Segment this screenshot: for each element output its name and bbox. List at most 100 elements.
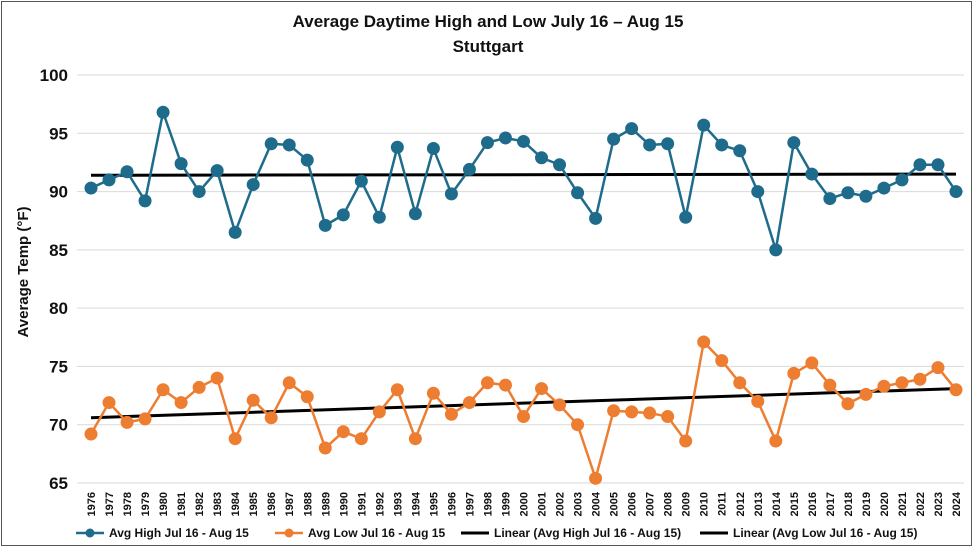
y-tick-label: 65	[49, 474, 68, 493]
data-point	[805, 356, 819, 370]
x-tick-label: 2015	[789, 492, 801, 516]
data-point	[823, 378, 837, 392]
data-point	[336, 425, 350, 439]
data-point	[498, 131, 512, 145]
x-tick-label: 2020	[879, 492, 891, 516]
x-tick-label: 1987	[284, 492, 296, 516]
x-tick-label: 1985	[248, 492, 260, 516]
gridlines	[77, 74, 964, 484]
y-axis-ticks: 65 70 75 80 85 90 95 100	[40, 66, 68, 493]
x-tick-label: 1995	[428, 492, 440, 516]
chart-title: Average Daytime High and Low July 16 – A…	[293, 12, 684, 31]
x-tick-label: 2009	[681, 492, 693, 516]
legend-swatch-marker	[85, 528, 95, 538]
x-tick-label: 2013	[753, 492, 765, 516]
data-point	[769, 434, 783, 448]
data-point	[264, 411, 278, 425]
data-point	[138, 194, 152, 208]
data-point	[733, 144, 747, 158]
data-point	[895, 173, 909, 187]
data-point	[661, 137, 675, 151]
data-point	[246, 393, 260, 407]
x-tick-label: 2011	[717, 492, 729, 516]
data-point	[408, 207, 422, 221]
x-tick-label: 2002	[555, 492, 567, 516]
data-point	[607, 404, 621, 418]
data-point	[949, 383, 963, 397]
data-point	[282, 138, 296, 152]
data-point	[372, 405, 386, 419]
data-point	[282, 376, 296, 390]
x-tick-label: 2024	[951, 491, 963, 516]
y-tick-label: 95	[49, 124, 68, 143]
data-point	[336, 208, 350, 222]
data-point	[300, 153, 314, 167]
data-point	[535, 382, 549, 396]
data-point	[102, 396, 116, 410]
x-tick-label: 2021	[897, 492, 909, 516]
data-point	[102, 173, 116, 187]
data-point	[480, 136, 494, 150]
data-point	[354, 432, 368, 446]
x-tick-label: 1997	[464, 492, 476, 516]
x-tick-label: 1999	[500, 492, 512, 516]
data-point	[643, 138, 657, 152]
data-point	[643, 406, 657, 420]
series-layer	[84, 105, 963, 485]
x-tick-label: 1983	[212, 492, 224, 516]
chart-subtitle: Stuttgart	[453, 37, 524, 56]
x-tick-label: 1988	[302, 492, 314, 516]
data-point	[517, 134, 530, 148]
x-tick-label: 1980	[158, 492, 170, 516]
data-point	[390, 140, 404, 154]
data-point	[553, 158, 567, 172]
data-point	[84, 427, 98, 441]
y-tick-label: 85	[49, 241, 68, 260]
data-point	[192, 380, 206, 394]
x-tick-label: 2000	[519, 492, 531, 516]
data-point	[498, 378, 512, 392]
data-point	[859, 387, 873, 401]
data-point	[174, 396, 188, 410]
data-point	[697, 335, 711, 349]
x-axis-ticks: 1976 1977 1978 1979 1980 1981 1982 1983 1984 1985…	[86, 491, 963, 516]
data-point	[805, 167, 819, 181]
x-tick-label: 2012	[735, 492, 747, 516]
data-point	[571, 186, 585, 200]
x-tick-label: 2004	[591, 491, 603, 516]
data-point	[390, 383, 404, 397]
x-tick-label: 1979	[140, 492, 152, 516]
y-tick-label: 70	[49, 416, 68, 435]
data-point	[462, 162, 476, 176]
legend-label: Avg Low Jul 16 - Aug 15	[308, 526, 445, 540]
data-point	[823, 192, 837, 206]
data-point	[120, 415, 134, 429]
data-point	[733, 376, 747, 390]
data-point	[877, 181, 891, 195]
data-point	[715, 354, 729, 368]
x-tick-label: 1998	[482, 492, 494, 516]
data-point	[913, 372, 927, 386]
data-point	[625, 122, 639, 136]
x-tick-label: 1976	[86, 492, 98, 516]
data-point	[426, 141, 440, 155]
data-point	[607, 132, 621, 146]
x-tick-label: 2010	[699, 492, 711, 516]
data-point	[354, 174, 368, 188]
data-point	[462, 396, 476, 410]
x-tick-label: 1984	[230, 491, 242, 516]
x-tick-label: 1990	[338, 492, 350, 516]
data-point	[426, 386, 440, 400]
data-point	[715, 138, 729, 152]
data-point	[697, 118, 711, 132]
x-tick-label: 2008	[663, 492, 675, 516]
x-tick-label: 2016	[807, 492, 819, 516]
x-tick-label: 1991	[356, 492, 368, 516]
data-point	[517, 410, 530, 424]
trendline-3	[90, 387, 957, 420]
data-point	[318, 218, 332, 232]
data-point	[120, 165, 134, 179]
data-point	[138, 412, 152, 426]
